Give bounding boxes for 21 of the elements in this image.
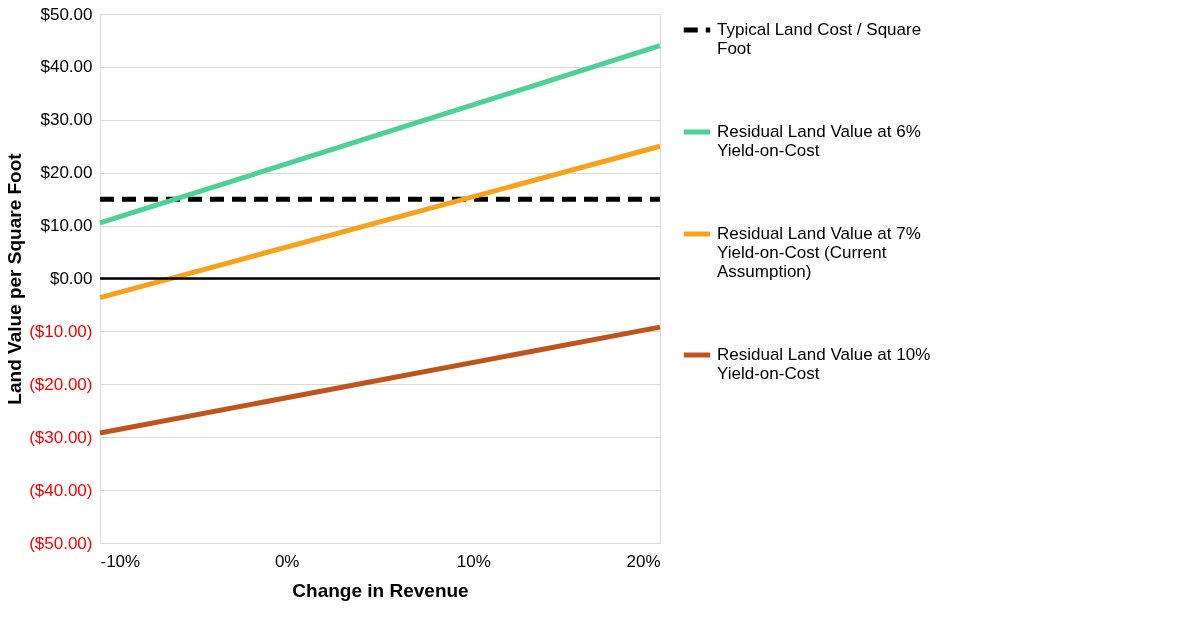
- y-tick-label: ($20.00): [29, 374, 93, 394]
- y-tick-label: $10.00: [40, 216, 93, 236]
- legend-label: Residual Land Value at 7% Yield-on-Cost (Current Assumption): [717, 224, 921, 281]
- y-tick-label: ($30.00): [29, 427, 93, 447]
- y-tick-label: $40.00: [40, 57, 93, 77]
- legend-label: Residual Land Value at 10% Yield-on-Cost: [717, 345, 931, 383]
- y-tick-label: ($50.00): [29, 533, 93, 553]
- y-tick-label: $0.00: [49, 269, 93, 288]
- y-tick-label: $20.00: [40, 163, 93, 183]
- y-tick-label: ($10.00): [29, 321, 93, 341]
- x-tick-label: 10%: [456, 551, 491, 571]
- y-tick-label: ($40.00): [29, 480, 93, 500]
- y-tick-label: $50.00: [40, 4, 93, 24]
- x-tick-label: 20%: [626, 551, 661, 571]
- x-tick-label: 0%: [274, 551, 300, 571]
- legend-label: Typical Land Cost / Square Foot: [717, 20, 922, 58]
- legend-label: Residual Land Value at 6% Yield-on-Cost: [717, 122, 921, 160]
- x-tick-label: -10%: [100, 551, 141, 571]
- y-axis-title: Land Value per Square Foot: [4, 152, 26, 405]
- x-axis-title: Change in Revenue: [292, 579, 469, 601]
- y-tick-label: $30.00: [40, 110, 93, 130]
